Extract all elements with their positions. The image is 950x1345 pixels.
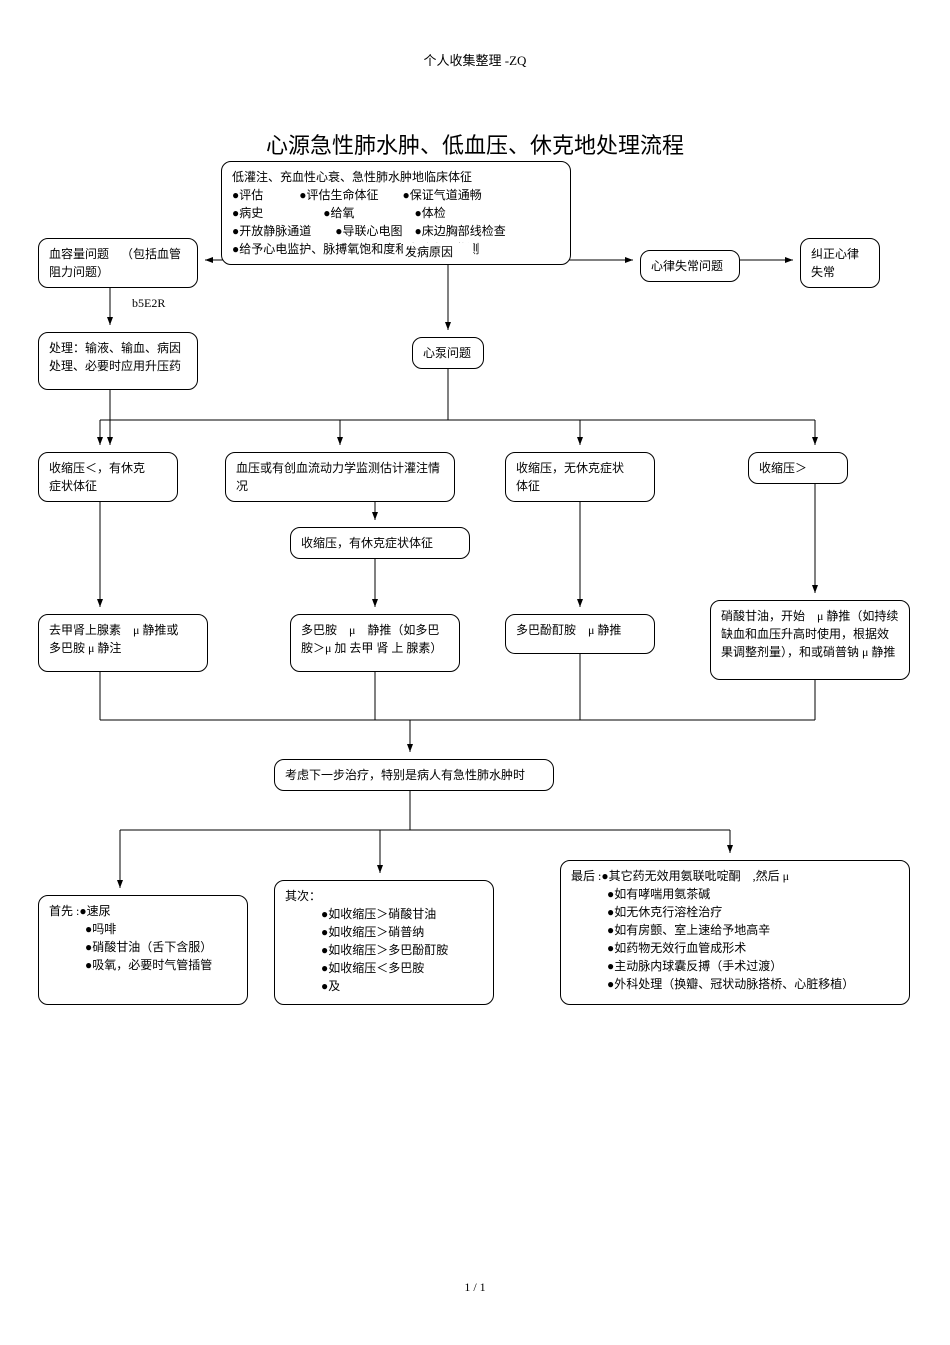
node-volume: 血容量问题 （包括血管阻力问题） xyxy=(38,238,198,288)
node-drug2: 多巴胺 μ 静推（如多巴胺＞μ 加 去甲 肾 上 腺素） xyxy=(290,614,460,672)
node-bp_monitor: 血压或有创血流动力学监测估计灌注情况 xyxy=(225,452,455,502)
node-last: 最后 :●其它药无效用氨联吡啶酮 ,然后 μ ●如有哮喘用氨茶碱 ●如无休克行溶… xyxy=(560,860,910,1005)
annotation-b5e2r: b5E2R xyxy=(130,296,167,311)
node-drug1: 去甲肾上腺素 μ 静推或 多巴胺 μ 静注 xyxy=(38,614,208,672)
page-header: 个人收集整理 -ZQ xyxy=(0,50,950,69)
node-next_step: 考虑下一步治疗，特别是病人有急性肺水肿时 xyxy=(274,759,554,791)
node-sbp_noshock: 收缩压，无休克症状 体征 xyxy=(505,452,655,502)
node-sbp_shock: 收缩压，有休克症状体征 xyxy=(290,527,470,559)
node-arrhythmia: 心律失常问题 xyxy=(640,250,740,282)
node-sbp_lt_shock: 收缩压＜，有休克 症状体征 xyxy=(38,452,178,502)
node-first: 首先 :●速尿 ●吗啡 ●硝酸甘油（舌下含服） ●吸氧，必要时气管插管 xyxy=(38,895,248,1005)
node-sbp_gt: 收缩压＞ xyxy=(748,452,848,484)
node-second: 其次： ●如收缩压＞硝酸甘油 ●如收缩压＞硝普纳 ●如收缩压＞多巴酚酊胺 ●如收… xyxy=(274,880,494,1005)
node-pump: 心泵问题 xyxy=(412,337,484,369)
page-footer: 1 / 1 xyxy=(0,1280,950,1295)
node-drug4: 硝酸甘油，开始 μ 静推（如持续缺血和血压升高时使用，根据效果调整剂量），和或硝… xyxy=(710,600,910,680)
node-etiology: 发病原因 xyxy=(403,243,473,261)
node-correct_arr: 纠正心律 失常 xyxy=(800,238,880,288)
node-drug3: 多巴酚酊胺 μ 静推 xyxy=(505,614,655,654)
node-treat_volume: 处理：输液、输血、病因处理、必要时应用升压药 xyxy=(38,332,198,390)
node-top: 低灌注、充血性心衰、急性肺水肿地临床体征 ●评估 ●评估生命体征 ●保证气道通畅… xyxy=(221,161,571,265)
page-title: 心源急性肺水肿、低血压、休克地处理流程 xyxy=(0,128,950,160)
